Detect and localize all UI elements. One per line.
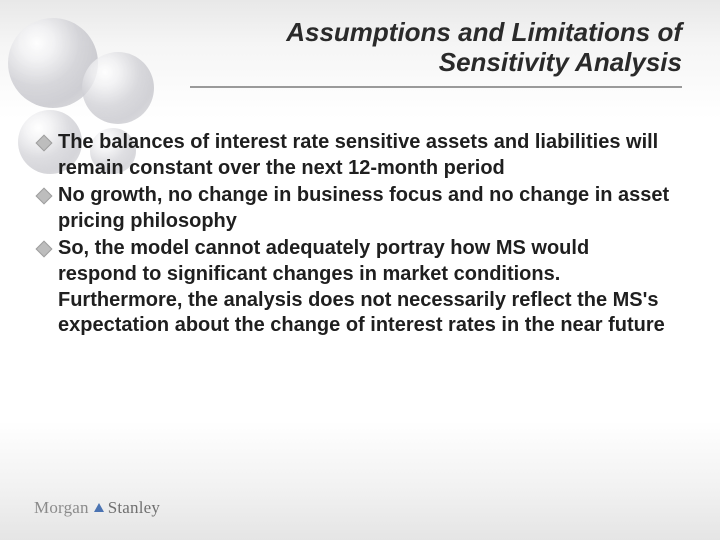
slide-title: Assumptions and Limitations of Sensitivi… (190, 18, 682, 78)
bullet-list: The balances of interest rate sensitive … (38, 130, 670, 341)
title-underline (190, 86, 682, 88)
bullet-text: The balances of interest rate sensitive … (58, 130, 670, 181)
list-item: The balances of interest rate sensitive … (38, 130, 670, 181)
brand-logo: Morgan Stanley (34, 498, 160, 518)
list-item: No growth, no change in business focus a… (38, 183, 670, 234)
bullet-text: So, the model cannot adequately portray … (58, 236, 670, 338)
diamond-icon (36, 188, 53, 205)
slide: Assumptions and Limitations of Sensitivi… (0, 0, 720, 540)
bullet-text: No growth, no change in business focus a… (58, 183, 670, 234)
sphere-icon (8, 18, 98, 108)
triangle-icon (94, 503, 104, 512)
diamond-icon (36, 135, 53, 152)
sphere-icon (82, 52, 154, 124)
list-item: So, the model cannot adequately portray … (38, 236, 670, 338)
diamond-icon (36, 241, 53, 258)
logo-text-part2: Stanley (108, 498, 160, 518)
logo-text-part1: Morgan (34, 498, 89, 518)
